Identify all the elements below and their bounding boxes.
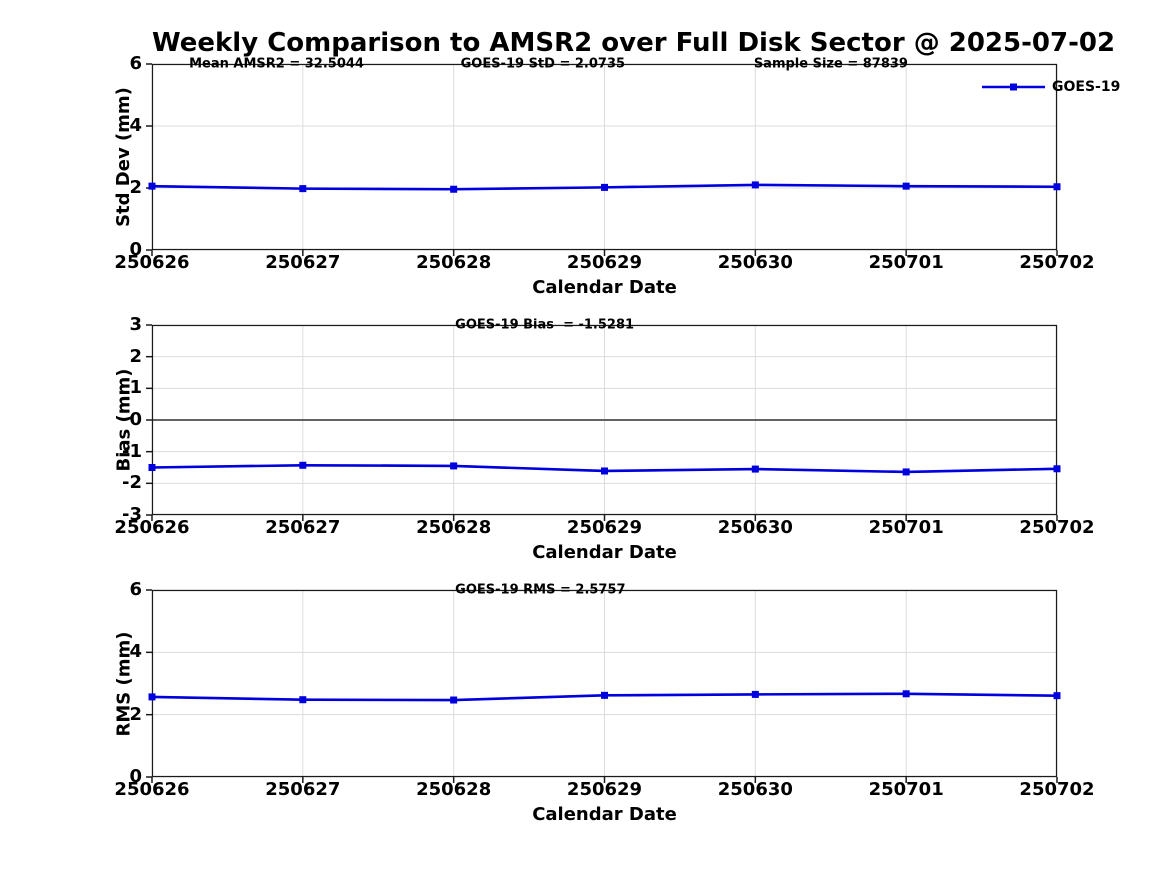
- x-tick-label: 250626: [114, 517, 190, 538]
- axes-box: [151, 324, 1058, 516]
- data-point-marker: [148, 464, 156, 471]
- y-tick-label: 3: [129, 314, 142, 335]
- data-point-marker: [601, 183, 608, 191]
- y-axis-label: RMS (mm): [113, 631, 134, 736]
- y-tick-label: 0: [129, 239, 142, 260]
- x-tick-label: 250626: [114, 252, 190, 273]
- data-point-marker: [902, 468, 910, 476]
- x-tick-label: 250626: [114, 779, 190, 800]
- x-tick-label: 250630: [717, 517, 793, 538]
- axes-box: [151, 63, 1058, 251]
- y-tick-label: 2: [129, 177, 142, 198]
- x-axis-label: Calendar Date: [532, 277, 677, 298]
- data-point-marker: [1053, 692, 1061, 700]
- data-point-marker: [751, 690, 759, 698]
- x-tick-label: 250630: [717, 779, 793, 800]
- data-point-markers: [148, 461, 1061, 476]
- data-point-markers: [148, 181, 1061, 193]
- data-point-marker: [148, 182, 156, 190]
- data-point-marker: [1053, 183, 1061, 191]
- x-tick-label: 250701: [868, 779, 944, 800]
- x-axis-label: Calendar Date: [532, 542, 677, 563]
- axes-box: [151, 589, 1058, 778]
- x-tick-label: 250627: [265, 517, 341, 538]
- x-tick-label: 250629: [566, 517, 643, 538]
- x-tick-label: 250628: [416, 252, 492, 273]
- x-tick-label: 250630: [717, 252, 793, 273]
- y-tick-label: -1: [122, 440, 142, 462]
- gridlines: [151, 589, 1058, 778]
- x-tick-label: 250701: [868, 252, 944, 273]
- y-tick-label: 4: [129, 641, 142, 663]
- y-tick-label: -2: [122, 472, 142, 494]
- subplot-bias: GOES-19 Bias = -1.5281 3 2 1 0 -1 -2 -3 250626 25…: [113, 316, 1095, 562]
- x-tick-label: 250629: [566, 779, 643, 800]
- x-tick-label: 250628: [416, 779, 492, 800]
- data-point-marker: [299, 696, 307, 704]
- subplot-rms: GOES-19 RMS = 2.5757 0 2 4 6 250626 250627 2506…: [113, 581, 1095, 824]
- data-point-marker: [601, 467, 608, 475]
- data-point-marker: [601, 691, 608, 699]
- y-tick-label: 1: [129, 377, 142, 399]
- x-tick-label: 250629: [566, 252, 643, 273]
- data-point-marker: [751, 465, 759, 473]
- y-tick-label: 2: [129, 345, 142, 367]
- legend: [982, 83, 1045, 91]
- y-axis-label: Std Dev (mm): [113, 87, 134, 227]
- data-point-marker: [751, 181, 759, 189]
- x-tick-label: 250701: [868, 517, 944, 538]
- y-tick-label: 6: [129, 53, 142, 74]
- data-point-marker: [450, 696, 458, 704]
- legend-label: GOES-19: [1052, 79, 1121, 95]
- y-tick-label: -3: [122, 504, 142, 525]
- annotation: Sample Size = 87839: [753, 56, 908, 72]
- data-point-marker: [902, 690, 910, 698]
- y-tick-label: 2: [129, 703, 142, 725]
- legend-marker-sample: [1010, 83, 1017, 91]
- gridlines: [151, 63, 1058, 251]
- x-tick-label: 250627: [265, 779, 341, 800]
- annotation: GOES-19 StD = 2.0735: [460, 56, 626, 72]
- data-point-markers: [148, 690, 1061, 704]
- chart-title: Weekly Comparison to AMSR2 over Full Dis…: [152, 28, 1116, 58]
- y-tick-label: 0: [129, 409, 142, 430]
- annotation: GOES-19 RMS = 2.5757: [455, 582, 626, 598]
- tick-marks: [146, 324, 1058, 521]
- chart-svg-std_dev: [146, 63, 1061, 256]
- data-point-marker: [148, 693, 156, 701]
- x-tick-label: 250702: [1019, 252, 1095, 273]
- x-tick-label: 250702: [1019, 779, 1095, 800]
- data-point-marker: [902, 182, 910, 190]
- tick-marks: [146, 63, 1058, 256]
- data-point-marker: [450, 462, 458, 470]
- data-point-marker: [450, 185, 458, 193]
- x-tick-label: 250702: [1019, 517, 1095, 538]
- data-point-marker: [299, 461, 307, 469]
- y-tick-label: 0: [129, 766, 142, 787]
- x-tick-label: 250627: [265, 252, 341, 273]
- annotation: Mean AMSR2 = 32.5044: [189, 56, 364, 72]
- chart-svg-bias: [146, 324, 1061, 521]
- subplot-std-dev: GOES-19 Mean AMSR2 = 32.5044 GOES-19 StD =…: [113, 55, 1120, 297]
- tick-marks: [146, 589, 1058, 783]
- y-tick-label: 4: [129, 115, 142, 136]
- y-tick-label: 6: [129, 579, 142, 600]
- data-point-marker: [1053, 465, 1061, 473]
- annotation: GOES-19 Bias = -1.5281: [455, 317, 635, 333]
- data-point-marker: [299, 185, 307, 193]
- x-axis-label: Calendar Date: [532, 804, 677, 825]
- chart-svg-rms: [146, 589, 1061, 783]
- y-axis-label: Bias (mm): [113, 368, 135, 472]
- x-tick-label: 250628: [416, 517, 492, 538]
